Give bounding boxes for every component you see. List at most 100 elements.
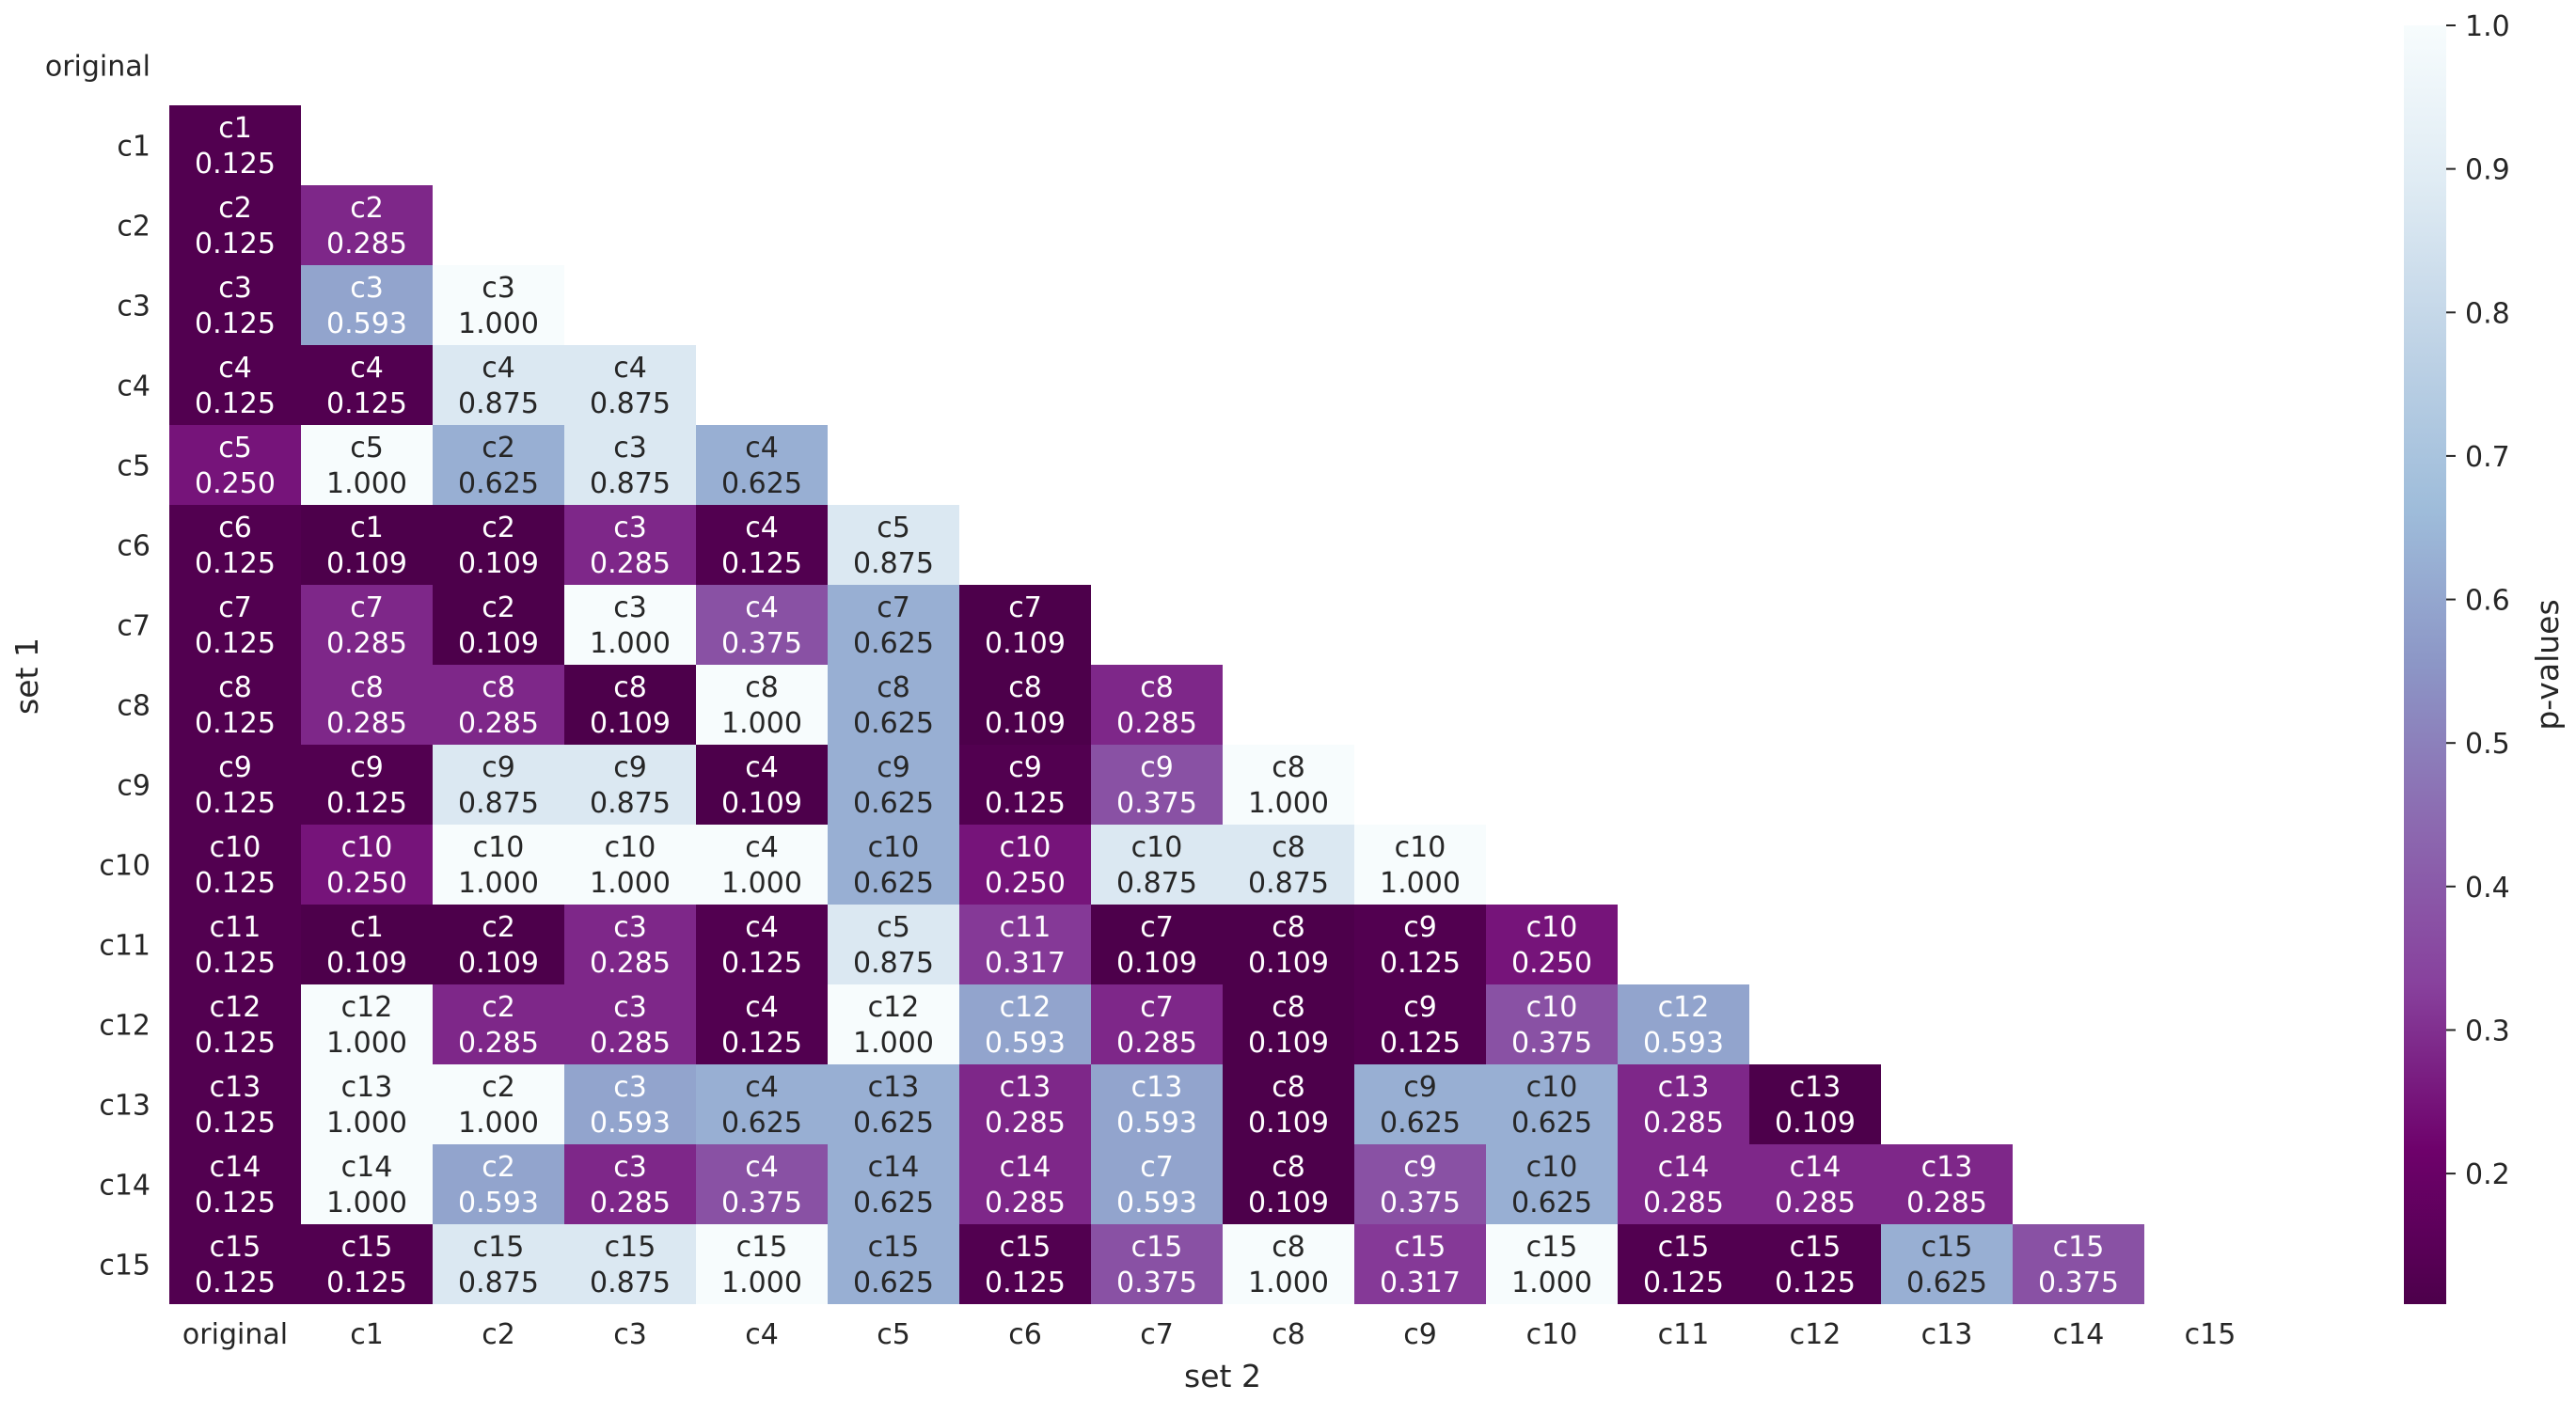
cell-name-label: c8 [482, 671, 515, 704]
cell-name-label: c3 [613, 1151, 647, 1184]
heatmap-cell [301, 585, 433, 665]
cell-value-label: 0.109 [1248, 947, 1329, 980]
heatmap-cell [1223, 1144, 1354, 1224]
cell-name-label: c15 [605, 1231, 656, 1264]
heatmap-cell [1091, 1064, 1223, 1144]
row-tick-label: c14 [99, 1170, 150, 1203]
cell-name-label: c10 [473, 831, 525, 864]
heatmap-cell [433, 825, 564, 905]
cell-value-label: 0.625 [1511, 1187, 1592, 1220]
cell-name-label: c4 [745, 991, 779, 1024]
heatmap-cell [1618, 1224, 1749, 1304]
cell-value-label: 0.250 [326, 867, 407, 900]
heatmap-cell [433, 984, 564, 1064]
heatmap-cell [696, 905, 828, 984]
cell-value-label: 1.000 [326, 467, 407, 500]
cell-value-label: 0.125 [721, 547, 802, 580]
cell-name-label: c10 [210, 831, 261, 864]
heatmap-cell [828, 505, 959, 585]
colorbar-tick-label: 0.6 [2465, 585, 2510, 618]
cell-value-label: 0.375 [1116, 1267, 1197, 1299]
cell-name-label: c9 [1008, 751, 1042, 784]
cell-value-label: 0.625 [1380, 1107, 1461, 1140]
heatmap-cell [696, 585, 828, 665]
heatmap-cell [1486, 1224, 1618, 1304]
cell-value-label: 0.625 [458, 467, 539, 500]
heatmap-cell [433, 1064, 564, 1144]
cell-name-label: c4 [745, 591, 779, 624]
cell-name-label: c15 [1658, 1231, 1710, 1264]
cell-value-label: 0.285 [590, 547, 671, 580]
cell-name-label: c8 [1272, 1231, 1305, 1264]
cell-name-label: c2 [350, 192, 384, 225]
cell-name-label: c15 [2053, 1231, 2105, 1264]
cell-value-label: 0.875 [590, 387, 671, 420]
cell-value-label: 0.875 [590, 467, 671, 500]
heatmap-cell [1223, 825, 1354, 905]
heatmap-cell [959, 585, 1091, 665]
cell-value-label: 0.625 [853, 627, 934, 660]
cell-name-label: c11 [210, 911, 261, 944]
heatmap-cell [696, 984, 828, 1064]
cell-name-label: c2 [482, 591, 515, 624]
cell-name-label: c13 [210, 1071, 261, 1104]
cell-value-label: 0.875 [1116, 867, 1197, 900]
cell-value-label: 0.125 [195, 1187, 276, 1220]
cell-value-label: 1.000 [853, 1027, 934, 1060]
heatmap-cell [301, 825, 433, 905]
heatmap-cell [564, 425, 696, 505]
cell-value-label: 0.125 [721, 1027, 802, 1060]
cell-value-label: 0.109 [985, 627, 1066, 660]
cell-value-label: 0.109 [1248, 1107, 1329, 1140]
cell-value-label: 0.875 [590, 1267, 671, 1299]
cell-name-label: c10 [1526, 911, 1578, 944]
column-tick-label: c14 [2053, 1318, 2105, 1351]
cell-value-label: 0.875 [853, 947, 934, 980]
cell-name-label: c1 [350, 911, 384, 944]
cell-value-label: 0.375 [1380, 1187, 1461, 1220]
cell-name-label: c10 [868, 831, 920, 864]
cell-value-label: 1.000 [326, 1187, 407, 1220]
cell-value-label: 0.285 [985, 1187, 1066, 1220]
cell-value-label: 0.285 [1643, 1107, 1724, 1140]
heatmap-cell [828, 1064, 959, 1144]
heatmap-cell [1749, 1224, 1881, 1304]
cell-name-label: c3 [218, 272, 252, 305]
cell-name-label: c2 [482, 911, 515, 944]
column-tick-label: c11 [1658, 1318, 1710, 1351]
cell-value-label: 1.000 [458, 307, 539, 340]
cell-value-label: 0.250 [985, 867, 1066, 900]
heatmap-cell [1881, 1144, 2013, 1224]
cell-value-label: 0.285 [1116, 707, 1197, 740]
colorbar-tick-label: 0.5 [2465, 728, 2510, 761]
cell-name-label: c15 [1131, 1231, 1183, 1264]
cell-name-label: c13 [1790, 1071, 1841, 1104]
colorbar-tick-label: 0.8 [2465, 297, 2510, 330]
cell-value-label: 0.593 [1116, 1107, 1197, 1140]
column-tick-label: c4 [745, 1318, 779, 1351]
heatmap-cell [564, 1224, 696, 1304]
cell-value-label: 0.593 [1643, 1027, 1724, 1060]
heatmap-cell [828, 665, 959, 745]
cell-value-label: 0.109 [1248, 1187, 1329, 1220]
cell-name-label: c4 [745, 432, 779, 464]
cell-name-label: c9 [218, 751, 252, 784]
heatmap-cell [301, 345, 433, 425]
cell-value-label: 0.125 [1775, 1267, 1856, 1299]
heatmap-cell [1881, 1224, 2013, 1304]
cell-value-label: 0.625 [721, 1107, 802, 1140]
cell-name-label: c10 [1131, 831, 1183, 864]
heatmap-cell [564, 984, 696, 1064]
heatmap-cell [696, 425, 828, 505]
heatmap-cell [301, 185, 433, 265]
cell-value-label: 0.109 [326, 547, 407, 580]
cell-value-label: 0.125 [195, 1027, 276, 1060]
column-tick-label: c7 [1140, 1318, 1174, 1351]
cell-name-label: c4 [482, 352, 515, 385]
heatmap-cell [1354, 1064, 1486, 1144]
cell-name-label: c3 [613, 591, 647, 624]
heatmap-cell [1486, 984, 1618, 1064]
cell-name-label: c13 [341, 1071, 393, 1104]
cell-name-label: c7 [1008, 591, 1042, 624]
